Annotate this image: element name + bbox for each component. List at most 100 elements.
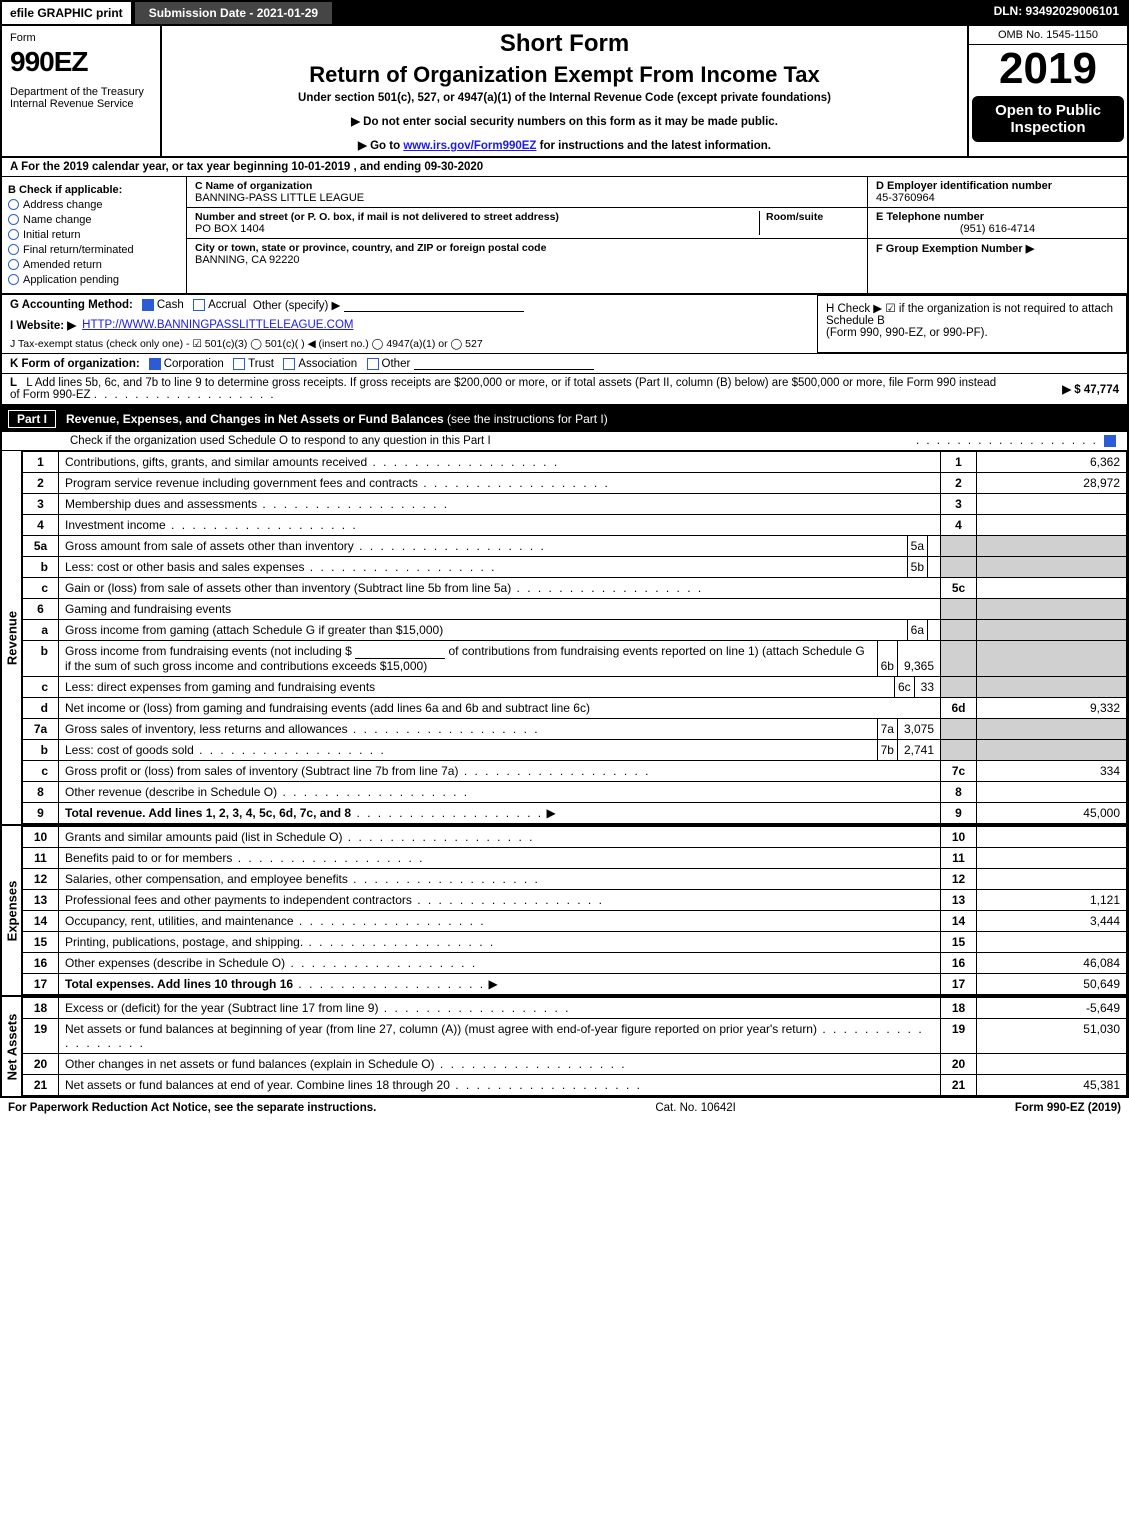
checkbox-accrual[interactable] — [193, 299, 205, 311]
amt-3 — [977, 494, 1127, 515]
amt-6a-shade — [977, 620, 1127, 641]
amt-15 — [977, 932, 1127, 953]
city-value: BANNING, CA 92220 — [195, 254, 300, 266]
amt-5a-shade — [977, 536, 1127, 557]
lbl-address-change: Address change — [23, 199, 103, 211]
col-9: 9 — [941, 803, 977, 824]
amt-18: -5,649 — [977, 998, 1127, 1019]
desc-12: Salaries, other compensation, and employ… — [65, 872, 348, 886]
netassets-table: Net Assets 18Excess or (deficit) for the… — [0, 997, 1129, 1098]
col-6a-shade — [941, 620, 977, 641]
ln-16: 16 — [23, 953, 59, 974]
ln-6a: a — [23, 620, 59, 641]
amt-4 — [977, 515, 1127, 536]
lbl-cash: Cash — [157, 299, 184, 311]
line-l-amount: ▶ $ 47,774 — [999, 382, 1119, 396]
desc-5a: Gross amount from sale of assets other t… — [65, 539, 354, 553]
dept-irs: Internal Revenue Service — [10, 98, 152, 110]
checkbox-address-change[interactable] — [8, 199, 19, 210]
lbl-application-pending: Application pending — [23, 274, 119, 286]
checkbox-initial-return[interactable] — [8, 229, 19, 240]
ln-3: 3 — [23, 494, 59, 515]
checkbox-final-return[interactable] — [8, 244, 19, 255]
amt-13: 1,121 — [977, 890, 1127, 911]
col-21: 21 — [941, 1075, 977, 1096]
mini-7a: 7a — [877, 719, 898, 739]
amt-6b-shade — [977, 641, 1127, 677]
col-5c: 5c — [941, 578, 977, 599]
checkbox-corporation[interactable] — [149, 358, 161, 370]
ln-12: 12 — [23, 869, 59, 890]
note-no-ssn: ▶ Do not enter social security numbers o… — [172, 114, 957, 128]
ln-6b: b — [23, 641, 59, 677]
lbl-trust: Trust — [248, 358, 274, 370]
col-15: 15 — [941, 932, 977, 953]
amt-21: 45,381 — [977, 1075, 1127, 1096]
lbl-final-return: Final return/terminated — [23, 244, 134, 256]
checkbox-other-org[interactable] — [367, 358, 379, 370]
col-19: 19 — [941, 1019, 977, 1054]
subtitle-under-section: Under section 501(c), 527, or 4947(a)(1)… — [172, 92, 957, 104]
mini-6b: 6b — [877, 641, 898, 676]
ln-19: 19 — [23, 1019, 59, 1054]
website-link[interactable]: HTTP://WWW.BANNINGPASSLITTLELEAGUE.COM — [82, 319, 353, 331]
checkbox-association[interactable] — [283, 358, 295, 370]
col-7a-shade — [941, 719, 977, 740]
col-6d: 6d — [941, 698, 977, 719]
checkbox-cash[interactable] — [142, 299, 154, 311]
desc-7a: Gross sales of inventory, less returns a… — [65, 722, 348, 736]
box-e-label: E Telephone number — [876, 211, 984, 223]
line-l-gross-receipts: L L Add lines 5b, 6c, and 7b to line 9 t… — [0, 374, 1129, 406]
checkbox-application-pending[interactable] — [8, 274, 19, 285]
amt-14: 3,444 — [977, 911, 1127, 932]
mini-7b: 7b — [877, 740, 898, 760]
checkbox-amended-return[interactable] — [8, 259, 19, 270]
expenses-table: Expenses 10Grants and similar amounts pa… — [0, 826, 1129, 997]
col-1: 1 — [941, 452, 977, 473]
col-6c-shade — [941, 677, 977, 698]
amt-16: 46,084 — [977, 953, 1127, 974]
mini-5a: 5a — [907, 536, 928, 556]
col-6-shade — [941, 599, 977, 620]
ln-7c: c — [23, 761, 59, 782]
lbl-corporation: Corporation — [164, 358, 224, 370]
amt-7a-shade — [977, 719, 1127, 740]
part-i-table: Revenue 1 Contributions, gifts, grants, a… — [0, 451, 1129, 826]
box-c-label: C Name of organization — [195, 180, 312, 192]
desc-6d: Net income or (loss) from gaming and fun… — [65, 701, 590, 715]
desc-1: Contributions, gifts, grants, and simila… — [65, 455, 367, 469]
desc-9: Total revenue. Add lines 1, 2, 3, 4, 5c,… — [65, 806, 351, 820]
box-f-label: F Group Exemption Number ▶ — [876, 243, 1034, 255]
ln-1: 1 — [23, 452, 59, 473]
desc-13: Professional fees and other payments to … — [65, 893, 412, 907]
mini-5b: 5b — [907, 557, 928, 577]
ln-14: 14 — [23, 911, 59, 932]
line-k-form-org: K Form of organization: Corporation Trus… — [0, 354, 1129, 374]
checkbox-schedule-o[interactable] — [1104, 435, 1116, 447]
line-g-accounting: G Accounting Method: Cash Accrual Other … — [2, 295, 817, 315]
line-h-subtext: (Form 990, 990-EZ, or 990-PF). — [826, 327, 1118, 339]
tax-year: 2019 — [969, 45, 1127, 93]
lbl-name-change: Name change — [23, 214, 92, 226]
col-14: 14 — [941, 911, 977, 932]
checkbox-trust[interactable] — [233, 358, 245, 370]
submission-date-label: Submission Date - 2021-01-29 — [133, 0, 334, 26]
minival-7b: 2,741 — [898, 740, 940, 760]
line-j-tax-exempt: J Tax-exempt status (check only one) - ☑… — [2, 335, 817, 353]
section-revenue-label: Revenue — [0, 451, 22, 824]
omb-number: OMB No. 1545-1150 — [969, 26, 1127, 45]
ln-5b: b — [23, 557, 59, 578]
col-10: 10 — [941, 827, 977, 848]
line-i-label: I Website: ▶ — [10, 318, 76, 332]
irs-link[interactable]: www.irs.gov/Form990EZ — [403, 140, 536, 152]
desc-10: Grants and similar amounts paid (list in… — [65, 830, 342, 844]
ln-9: 9 — [23, 803, 59, 824]
col-7b-shade — [941, 740, 977, 761]
ln-6d: d — [23, 698, 59, 719]
mini-6c: 6c — [894, 677, 915, 697]
checkbox-name-change[interactable] — [8, 214, 19, 225]
efile-print-label[interactable]: efile GRAPHIC print — [0, 0, 133, 26]
ln-11: 11 — [23, 848, 59, 869]
line-i-website: I Website: ▶ HTTP://WWW.BANNINGPASSLITTL… — [2, 315, 817, 335]
amt-12 — [977, 869, 1127, 890]
